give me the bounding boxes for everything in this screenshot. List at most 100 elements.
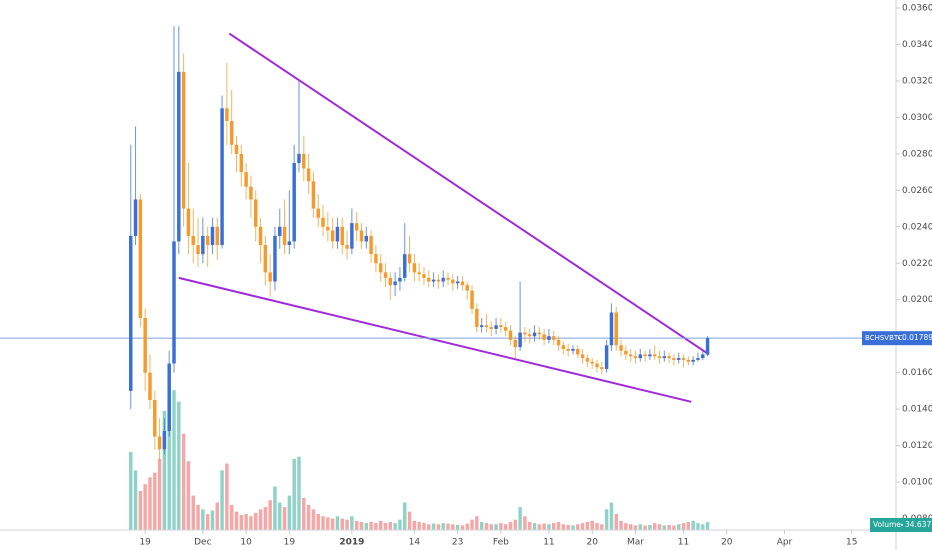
candle-body	[455, 281, 460, 284]
volume-bar	[431, 523, 436, 530]
candle-body	[470, 290, 474, 309]
candle-body	[513, 339, 518, 348]
volume-bar	[527, 521, 532, 530]
candle-body	[619, 345, 623, 351]
candle-body	[590, 361, 594, 364]
candle-body	[234, 144, 239, 154]
volume-bar	[359, 521, 364, 530]
volume-bar	[691, 520, 695, 530]
candle-body	[508, 330, 513, 340]
volume-bar	[576, 524, 580, 530]
volume-bar	[383, 523, 388, 530]
candle-body	[561, 345, 566, 349]
y-tick-label: 0.030000	[902, 113, 932, 123]
candle-body	[383, 272, 388, 278]
x-tick-label: 14	[409, 538, 421, 548]
volume-bar	[326, 517, 330, 530]
trendline-layer	[0, 32, 896, 403]
volume-bar	[354, 520, 359, 530]
candle-body	[484, 325, 489, 328]
candle-body	[316, 208, 320, 218]
candle-body	[422, 274, 426, 278]
volume-bar	[369, 521, 373, 530]
candle-body	[196, 245, 200, 255]
candle-body	[258, 226, 263, 246]
volume-bar	[580, 523, 585, 530]
volume-bar	[297, 456, 301, 530]
y-tick-label: 0.020000	[902, 295, 932, 305]
candle-body	[129, 235, 133, 391]
volume-bar	[335, 516, 340, 530]
y-tick-label: 0.026000	[902, 186, 932, 196]
volume-bar	[566, 524, 570, 530]
volume-bar	[407, 511, 412, 530]
candle-body	[633, 356, 638, 359]
candle-body	[576, 348, 580, 355]
volume-bar	[172, 390, 176, 530]
candle-body	[364, 235, 369, 242]
volume-bar	[681, 523, 686, 530]
candle-body	[292, 162, 296, 242]
trendline	[228, 32, 710, 356]
volume-bar	[215, 502, 220, 530]
volume-bar	[609, 502, 614, 530]
volume-bar	[196, 504, 200, 530]
candle-body	[643, 354, 647, 357]
volume-bar	[542, 523, 546, 530]
candle-body	[705, 338, 710, 355]
volume-bar	[278, 502, 282, 530]
volume-bar	[153, 472, 157, 530]
x-tick-label: 15	[846, 538, 857, 548]
volume-bar	[181, 433, 186, 530]
volume-bar	[220, 470, 224, 530]
candle-body	[210, 226, 215, 246]
volume-bar	[143, 484, 147, 530]
volume-layer	[129, 390, 710, 530]
candle-body	[604, 345, 609, 370]
volume-value: 34.637K	[905, 520, 932, 529]
candle-body	[542, 334, 546, 340]
volume-bar	[441, 523, 445, 530]
x-tick-label: 11	[678, 538, 689, 548]
volume-bar	[239, 515, 244, 530]
candle-body	[321, 217, 325, 227]
candle-body	[451, 279, 455, 284]
x-tick-label: 23	[452, 538, 463, 548]
candle-body	[220, 108, 224, 246]
volume-bar	[595, 523, 599, 530]
volume-bar	[537, 524, 542, 530]
volume-bar	[210, 510, 215, 530]
volume-bar	[350, 516, 354, 530]
candle-body	[552, 336, 556, 340]
volume-bar	[701, 524, 705, 530]
volume-bar	[398, 519, 402, 530]
x-tick-label: Dec	[194, 538, 211, 548]
candle-body	[523, 332, 527, 335]
volume-bar	[499, 523, 503, 530]
candle-body	[340, 226, 344, 246]
volume-bar	[133, 470, 138, 530]
volume-bar	[330, 518, 335, 530]
y-tick-label: 0.016000	[902, 368, 932, 378]
candle-body	[527, 334, 532, 337]
volume-bar	[340, 518, 344, 530]
candle-body	[537, 332, 542, 335]
volume-bar	[614, 513, 618, 530]
volume-bar	[590, 520, 594, 530]
separator-dot	[898, 337, 900, 340]
volume-bar	[672, 525, 676, 530]
candle-body	[681, 358, 686, 360]
candle-body	[494, 325, 498, 329]
candle-body	[354, 223, 359, 231]
candle-body	[172, 241, 176, 364]
candle-body	[580, 354, 585, 359]
candle-body	[306, 168, 311, 182]
candle-body	[244, 172, 248, 187]
candle-body	[672, 358, 676, 360]
volume-bar	[571, 525, 575, 530]
candle-body	[181, 71, 186, 209]
candle-body	[287, 241, 292, 246]
candle-body	[624, 350, 628, 355]
candle-body	[191, 235, 195, 246]
